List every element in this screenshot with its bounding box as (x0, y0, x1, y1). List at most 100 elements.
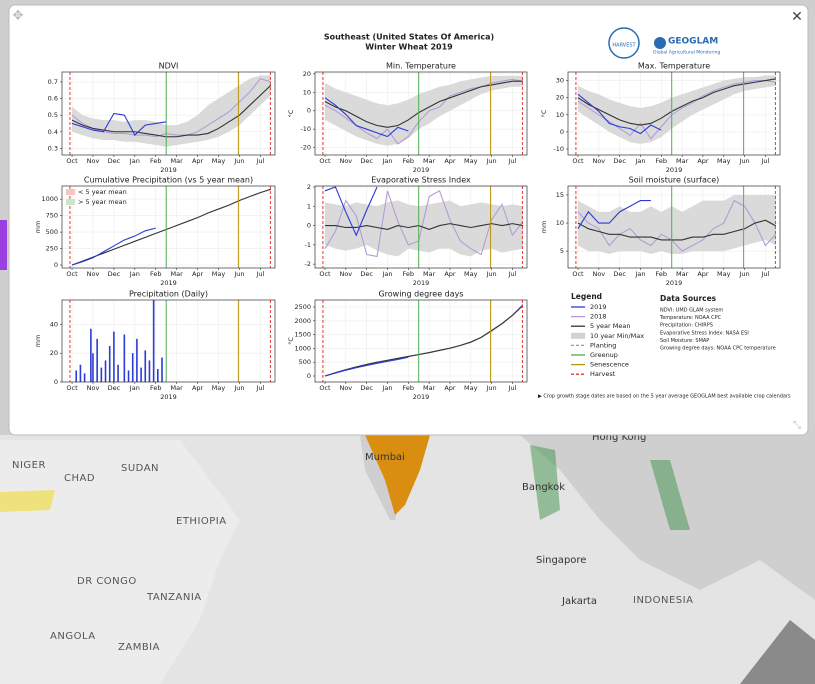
x-tick-label: Jun (486, 384, 497, 392)
x-tick-label: Nov (87, 270, 100, 278)
y-tick-label: 0.6 (48, 95, 58, 103)
x-tick-label: Jul (508, 157, 517, 165)
plot-frame (61, 299, 276, 383)
min-max-band (324, 200, 523, 257)
bar (152, 300, 155, 382)
x-tick-label: Apr (697, 157, 709, 165)
series-line (324, 190, 524, 258)
y-tick-label: -1 (305, 241, 311, 249)
y-tick-label: 0.5 (48, 111, 58, 119)
x-tick-label: May (212, 270, 226, 278)
x-tick-label: Jan (381, 384, 392, 392)
bar (136, 338, 138, 382)
x-tick-label: May (717, 270, 731, 278)
bar (157, 369, 159, 382)
y-axis-label: °C (287, 337, 295, 345)
y-tick-label: 0.7 (48, 78, 58, 86)
country-label: SUDAN (121, 463, 159, 474)
y-tick-label: 1000 (294, 344, 311, 352)
y-tick-label: 750 (46, 212, 58, 220)
panel-title: Soil moisture (surface) (629, 176, 720, 185)
series-line (577, 78, 776, 126)
x-tick-label: Dec (108, 384, 121, 392)
x-tick-label: Dec (108, 270, 121, 278)
x-tick-label: Jun (233, 384, 244, 392)
y-tick-label: 15 (556, 191, 564, 199)
panel: Evaporative Stress Index 2019 Oct Nov Dec Jan… (305, 176, 528, 287)
bar (123, 334, 126, 382)
plot-area (322, 300, 524, 382)
min-max-band (72, 75, 271, 147)
x-tick-label: Nov (339, 157, 352, 165)
city-label: Jakarta (561, 596, 597, 607)
y-tick-label: 2 (307, 183, 311, 191)
plot-frame (61, 71, 276, 156)
x-tick-label: May (464, 384, 478, 392)
y-tick-label: -20 (300, 144, 311, 152)
y-tick-label: 0.4 (48, 128, 58, 136)
x-tick-label: Jul (761, 157, 770, 165)
legend-label: 2018 (590, 313, 607, 321)
figure-subtitle: Winter Wheat 2019 (365, 43, 453, 52)
min-max-band (577, 194, 776, 254)
x-tick-label: Nov (592, 270, 605, 278)
x-tick-label: Feb (403, 270, 415, 278)
legend-label: Senescence (590, 361, 629, 369)
series-line (577, 219, 777, 241)
x-axis-label: 2019 (413, 279, 430, 287)
x-axis-label: 2019 (666, 279, 683, 287)
series-line (577, 199, 777, 252)
y-tick-label: 1000 (41, 195, 58, 203)
x-tick-label: Jul (255, 270, 264, 278)
x-tick-label: Jun (486, 157, 497, 165)
resize-handle[interactable]: ⤡ (793, 420, 801, 431)
bar (144, 350, 147, 382)
x-tick-label: Mar (676, 157, 689, 165)
y-tick-label: 20 (50, 349, 58, 357)
y-tick-label: 0 (307, 222, 311, 230)
panel: Soil moisture (surface) mm 2019 Oct Nov Dec Ja… (540, 176, 781, 287)
plot-area (322, 72, 523, 155)
x-tick-label: Apr (444, 157, 456, 165)
y-tick-label: 10 (303, 88, 311, 96)
country-label: INDONESIA (633, 595, 693, 606)
bar (161, 357, 163, 382)
y-tick-label: 1 (307, 202, 311, 210)
x-tick-label: Nov (339, 384, 352, 392)
series-line (71, 112, 167, 136)
y-axis-label: mm (34, 221, 42, 234)
close-button[interactable]: ✕ (791, 9, 803, 25)
bar (127, 370, 130, 382)
x-tick-label: May (212, 157, 226, 165)
plot-frame (61, 185, 276, 269)
bar (92, 353, 94, 382)
plot-area (69, 72, 272, 155)
x-tick-label: May (717, 157, 731, 165)
y-tick-label: 0 (54, 261, 58, 269)
panel: Cumulative Precipitation (vs 5 year mean… (34, 176, 276, 287)
x-tick-label: Mar (171, 270, 184, 278)
legend-label: 5 year Mean (590, 322, 630, 330)
x-tick-label: Jan (381, 157, 392, 165)
series-line (324, 78, 523, 145)
series-line (577, 93, 662, 135)
legend-label: Planting (590, 341, 616, 349)
x-tick-label: Apr (444, 270, 456, 278)
panel: Max. Temperature °C 2019 Oct Nov Dec Jan Feb Mar… (540, 62, 781, 174)
x-tick-label: Jan (129, 157, 140, 165)
panel-title: Max. Temperature (638, 62, 710, 71)
x-tick-label: Feb (403, 384, 415, 392)
x-tick-label: Apr (192, 157, 204, 165)
drag-handle[interactable]: ✥ (13, 9, 24, 24)
ph-crop (650, 460, 690, 530)
series-line (324, 223, 523, 230)
logo-text: HARVEST (612, 43, 636, 49)
y-tick-label: 40 (50, 320, 58, 328)
x-tick-label: Nov (592, 157, 605, 165)
geoglam-logo (654, 37, 666, 49)
panel-title: Precipitation (Daily) (129, 290, 208, 299)
city-label: Singapore (536, 555, 586, 566)
bar (113, 331, 115, 382)
series-line (324, 305, 524, 377)
map-edge-color (0, 220, 7, 270)
